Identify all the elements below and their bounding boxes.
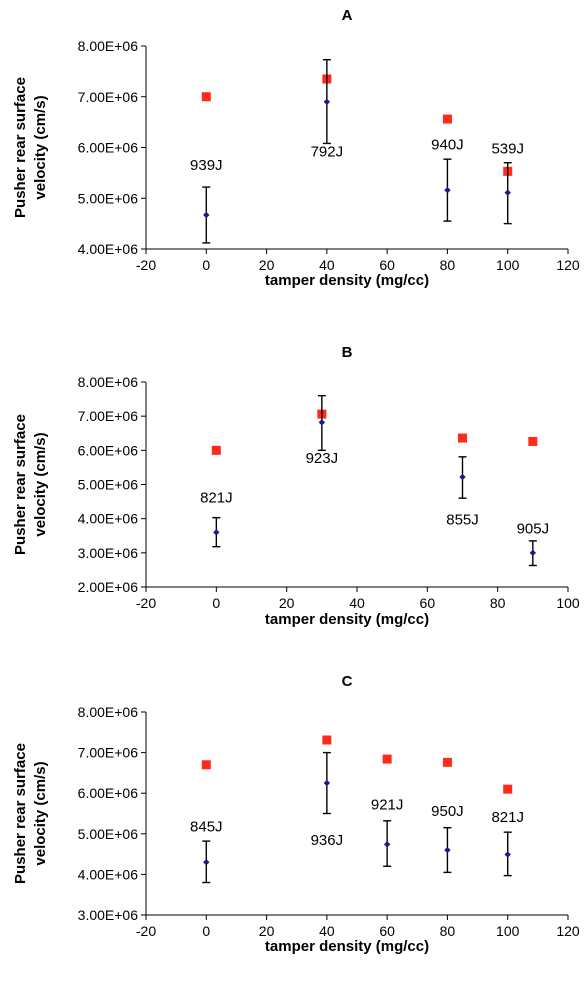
y-tick-label: 5.00E+06 xyxy=(78,826,139,842)
y-tick-label: 7.00E+06 xyxy=(78,408,139,424)
energy-label: 792J xyxy=(311,144,344,161)
x-tick-label: 40 xyxy=(319,923,335,939)
x-axis-label: tamper density (mg/cc) xyxy=(265,611,429,628)
x-tick-label: 20 xyxy=(259,257,275,273)
x-tick-label: 40 xyxy=(349,595,365,611)
y-tick-label: 3.00E+06 xyxy=(78,907,139,923)
data-point-square xyxy=(322,735,332,745)
y-tick-label: 4.00E+06 xyxy=(78,866,139,882)
y-axis-label-line-2: velocity (cm/s) xyxy=(32,95,49,199)
y-tick-label: 5.00E+06 xyxy=(78,477,139,493)
energy-label: 845J xyxy=(190,818,223,835)
y-axis-label-line-1: Pusher rear surface xyxy=(12,77,29,218)
data-point-square xyxy=(201,92,211,102)
data-point-diamond xyxy=(203,211,210,219)
y-tick-label: 8.00E+06 xyxy=(78,704,139,720)
energy-label: 940J xyxy=(431,137,464,154)
chart-panel-b: B 2.00E+06 3.00E+06 4.00E+06 5.00E+06 6.00E+0… xyxy=(12,344,580,628)
x-tick-label: 0 xyxy=(212,595,220,611)
x-axis-label: tamper density (mg/cc) xyxy=(265,272,429,289)
data-point-square xyxy=(458,433,467,443)
y-tick-label: 3.00E+06 xyxy=(78,545,139,561)
data-point-diamond xyxy=(504,851,511,858)
x-tick-label: 80 xyxy=(490,595,506,611)
y-tick-label: 6.00E+06 xyxy=(78,785,139,801)
x-tick-label: 120 xyxy=(556,923,580,939)
y-tick-label: 4.00E+06 xyxy=(78,241,139,257)
y-axis-label-line-2: velocity (cm/s) xyxy=(32,432,49,536)
y-tick-label: 6.00E+06 xyxy=(78,140,139,156)
data-point-diamond xyxy=(318,419,326,426)
x-tick-label: 40 xyxy=(319,257,335,273)
x-tick-label: 60 xyxy=(379,257,395,273)
x-tick-label: 100 xyxy=(556,595,580,611)
data-point-diamond xyxy=(504,189,511,196)
energy-label: 939J xyxy=(190,157,223,174)
chart-panel-a: A 4.00E+06 5.00E+06 6.00E+06 7.00E+06 8.00E+0… xyxy=(12,7,580,289)
energy-label: 539J xyxy=(491,141,524,158)
x-tick-label: 0 xyxy=(202,257,210,273)
data-point-square xyxy=(442,757,452,767)
x-tick-label: 60 xyxy=(420,595,436,611)
data-point-diamond xyxy=(383,841,391,848)
y-tick-label: 4.00E+06 xyxy=(78,511,139,527)
x-tick-label: 100 xyxy=(496,923,520,939)
x-tick-label: -20 xyxy=(136,923,156,939)
data-point-diamond xyxy=(213,529,220,536)
y-tick-label: 8.00E+06 xyxy=(78,38,139,54)
data-point-diamond xyxy=(459,473,466,481)
x-axis-label: tamper density (mg/cc) xyxy=(265,938,429,955)
panel-title: A xyxy=(342,7,353,24)
energy-label: 855J xyxy=(446,511,479,528)
x-tick-label: 80 xyxy=(440,257,456,273)
panel-title: B xyxy=(342,344,353,361)
y-tick-label: 5.00E+06 xyxy=(78,190,139,206)
y-tick-label: 2.00E+06 xyxy=(78,579,139,595)
energy-label: 821J xyxy=(491,809,524,826)
x-tick-label: 20 xyxy=(259,923,275,939)
data-point-diamond xyxy=(323,779,331,787)
energy-label: 936J xyxy=(311,832,344,849)
x-tick-label: 0 xyxy=(202,923,210,939)
x-tick-label: 120 xyxy=(556,257,580,273)
y-tick-label: 6.00E+06 xyxy=(78,442,139,458)
data-point-square xyxy=(211,445,221,455)
x-tick-label: 60 xyxy=(379,923,395,939)
x-tick-label: -20 xyxy=(136,595,156,611)
data-point-square xyxy=(442,114,452,124)
data-point-diamond xyxy=(444,186,451,194)
data-point-diamond xyxy=(203,859,210,866)
energy-label: 905J xyxy=(517,520,550,537)
energy-label: 821J xyxy=(200,490,233,507)
energy-label: 923J xyxy=(306,450,339,467)
x-tick-label: 80 xyxy=(440,923,456,939)
energy-label: 921J xyxy=(371,796,404,813)
data-point-square xyxy=(528,436,538,446)
panel-title: C xyxy=(342,673,353,690)
x-tick-label: 100 xyxy=(496,257,520,273)
data-point-square xyxy=(201,760,211,770)
y-tick-label: 8.00E+06 xyxy=(78,374,139,390)
chart-panel-c: C 3.00E+06 4.00E+06 5.00E+06 6.00E+06 7.00E+0… xyxy=(12,673,580,955)
data-point-square xyxy=(503,784,513,794)
x-tick-label: 20 xyxy=(279,595,295,611)
y-axis-label-line-1: Pusher rear surface xyxy=(12,414,29,555)
data-point-diamond xyxy=(529,549,537,557)
data-point-diamond xyxy=(323,98,331,106)
energy-label: 950J xyxy=(431,803,464,820)
y-tick-label: 7.00E+06 xyxy=(78,89,139,105)
y-tick-label: 7.00E+06 xyxy=(78,745,139,761)
y-axis-label-line-2: velocity (cm/s) xyxy=(32,761,49,865)
y-axis-label-line-1: Pusher rear surface xyxy=(12,743,29,884)
x-tick-label: -20 xyxy=(136,257,156,273)
data-point-square xyxy=(382,754,392,764)
data-point-diamond xyxy=(444,846,451,854)
